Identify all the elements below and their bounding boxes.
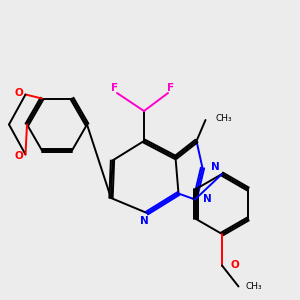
Text: F: F: [167, 82, 174, 93]
Text: N: N: [140, 215, 149, 226]
Text: CH₃: CH₃: [246, 282, 262, 291]
Text: O: O: [14, 88, 23, 98]
Text: N: N: [211, 161, 220, 172]
Text: CH₃: CH₃: [216, 114, 232, 123]
Text: O: O: [230, 260, 239, 271]
Text: N: N: [203, 194, 212, 205]
Text: O: O: [14, 151, 23, 161]
Text: F: F: [111, 82, 118, 93]
